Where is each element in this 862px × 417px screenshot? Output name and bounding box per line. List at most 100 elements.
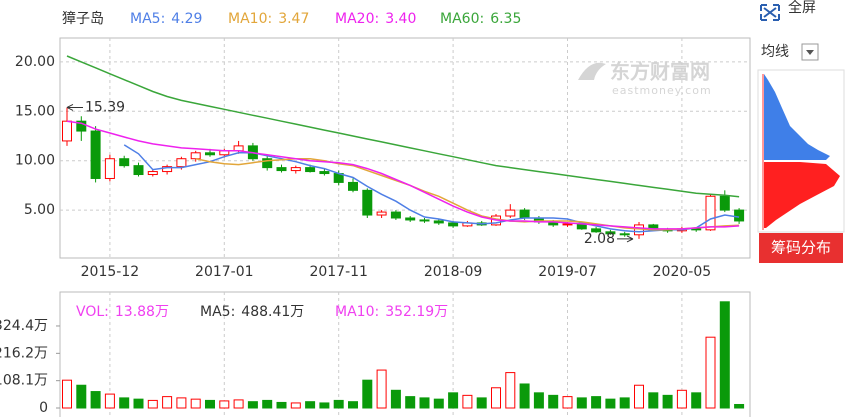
volume-bar [433, 398, 444, 409]
legend-entry: MA10: 3.47 [228, 11, 309, 27]
candle-body [162, 166, 173, 173]
legend-entry: MA60: 6.35 [440, 11, 521, 27]
legend-name: MA10: [228, 11, 272, 27]
volume-bar [676, 389, 687, 409]
candle-body [62, 120, 72, 142]
fullscreen-label: 全屏 [788, 0, 816, 16]
x-tick-label: 2020-05 [653, 264, 712, 280]
volume-bar [405, 396, 416, 409]
legend-entry: MA20: 3.40 [335, 11, 416, 27]
volume-bar [362, 379, 373, 409]
candle-body [262, 158, 273, 169]
volume-bar [90, 391, 101, 409]
volume-bar [462, 394, 473, 409]
candle-body [376, 211, 387, 216]
volume-bar [519, 383, 530, 409]
y-tick-label: 15.00 [15, 103, 55, 119]
candle-body [362, 189, 373, 216]
ma-line [195, 157, 740, 231]
volume-bar [247, 401, 258, 409]
chip-button-label: 筹码分布 [771, 239, 831, 257]
candle-body [276, 167, 287, 172]
candle-body [147, 171, 158, 176]
candle-body [104, 158, 115, 179]
candle-body [619, 233, 630, 236]
chip-button[interactable]: 筹码分布 [759, 233, 843, 263]
ma-menu-label: 均线 [761, 44, 789, 60]
candle-body [133, 165, 144, 176]
volume-bar [305, 401, 316, 409]
volume-bar [562, 396, 573, 409]
x-tick-label: 2017-11 [309, 264, 368, 280]
volume-bar [119, 397, 130, 409]
candle-body [119, 158, 130, 167]
watermark-brand: 东方财富网 [610, 60, 710, 84]
candle-body [305, 167, 316, 173]
volume-legend-entry: MA10: 352.19万 [335, 304, 448, 320]
candle-body [205, 152, 215, 156]
y-tick-label: 5.00 [24, 202, 55, 218]
fullscreen-button[interactable]: 全屏 [760, 0, 816, 21]
watermark: 东方财富网 eastmoney.com [578, 60, 712, 97]
volume-legend-value: 488.41万 [241, 304, 304, 320]
volume-bar [419, 397, 430, 409]
volume-bar [390, 389, 401, 409]
legend-value: 4.29 [171, 11, 202, 27]
volume-bar [591, 396, 602, 409]
volume-bar [605, 398, 616, 409]
volume-bar [376, 369, 387, 409]
ma-menu[interactable]: 均线 [761, 43, 819, 61]
ma-menu-arrow [806, 50, 814, 55]
candle-body [190, 152, 201, 160]
volume-bar [76, 384, 87, 409]
volume-bar [147, 399, 158, 409]
volume-bar [719, 301, 730, 409]
candle-body [90, 130, 101, 179]
candle-body [419, 219, 430, 222]
volume-bar [290, 402, 301, 409]
legend-value: 6.35 [490, 11, 521, 27]
chip-profile-red [764, 162, 840, 228]
volume-bar [162, 396, 173, 409]
volume-bar [634, 384, 644, 409]
volume-legend-value: 13.88万 [115, 304, 169, 320]
ma-line [66, 120, 740, 230]
candle-body [176, 158, 187, 168]
volume-bar [176, 397, 187, 409]
x-tick-label: 2015-12 [81, 264, 140, 280]
candle-body [448, 222, 459, 227]
volume-bar [190, 398, 201, 409]
x-tick-label: 2017-01 [195, 264, 254, 280]
max-arrow [66, 104, 83, 111]
min-label: 2.08 [584, 231, 615, 247]
candle-body [591, 228, 602, 233]
volume-legend-name: MA10: [335, 304, 379, 320]
volume-bar [705, 336, 716, 409]
candle-body [562, 223, 573, 226]
y-tick-label: 108.1万 [0, 373, 48, 389]
legend-name: MA20: [335, 11, 379, 27]
volume-bar [205, 399, 215, 409]
candle-body [390, 211, 401, 219]
volume-bar [491, 387, 501, 409]
volume-bar [734, 403, 745, 409]
candle-body [734, 209, 745, 222]
y-tick-label: 10.00 [15, 153, 55, 169]
volume-bar [233, 399, 244, 409]
fullscreen-icon [760, 4, 780, 21]
candle-body [319, 171, 330, 175]
volume-bar [619, 397, 630, 409]
y-tick-label: 216.2万 [0, 345, 48, 361]
chip-button-bg [759, 233, 843, 263]
chip-distribution [757, 69, 845, 233]
volume-bar [62, 379, 72, 409]
volume-bar [348, 401, 358, 409]
volume-legend-entry: VOL: 13.88万 [76, 304, 169, 320]
candle-body [605, 231, 616, 235]
x-tick-label: 2019-07 [538, 264, 597, 280]
candle-body [433, 220, 444, 224]
y-tick-label: 0 [39, 400, 48, 416]
watermark-site: eastmoney.com [612, 84, 712, 97]
candle-body [505, 209, 516, 217]
